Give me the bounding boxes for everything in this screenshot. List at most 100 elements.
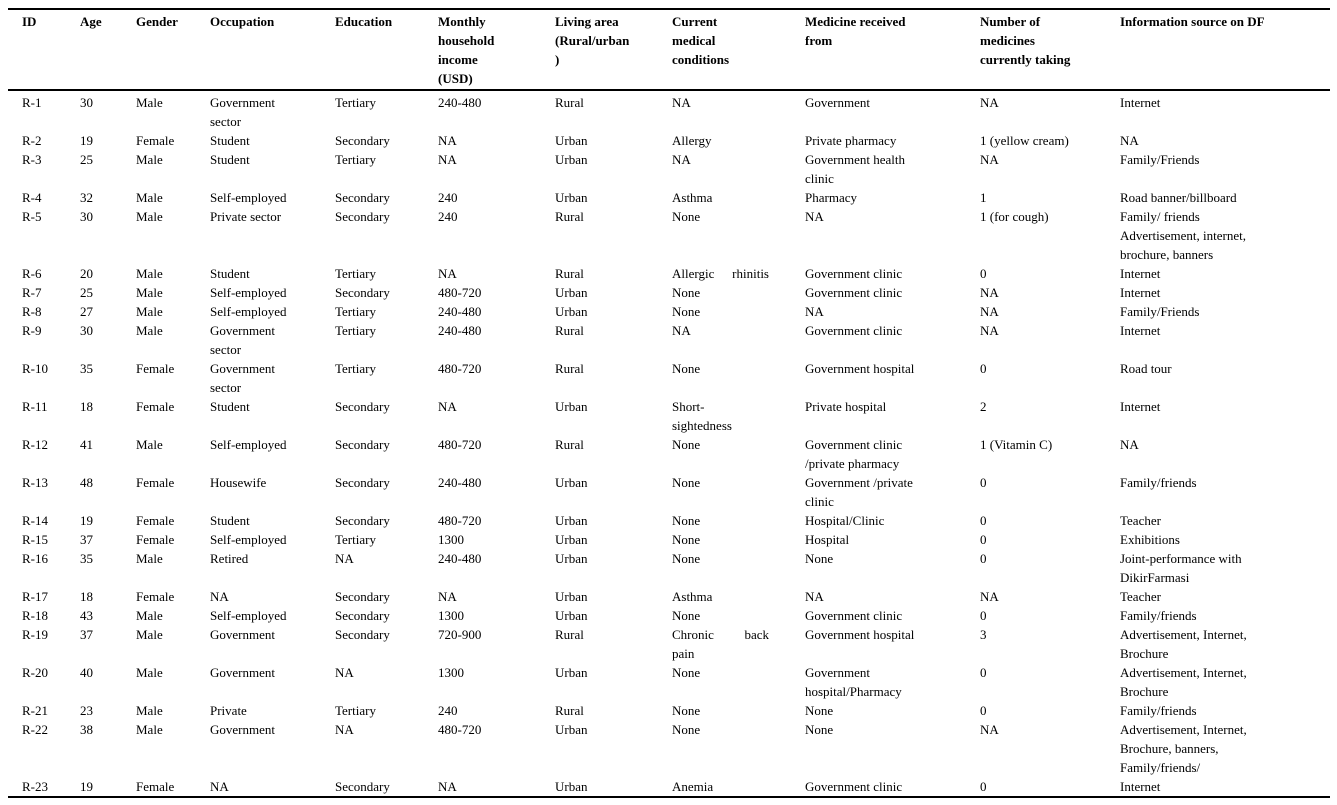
cell-conditions: None bbox=[672, 608, 701, 623]
table-body: R-1 3 0 Male Government sector Tertiary 240-48… bbox=[8, 90, 1330, 797]
cell-age: 40 bbox=[80, 665, 93, 680]
cell-income: 720-900 bbox=[438, 627, 482, 642]
cell-age: 19 bbox=[80, 133, 93, 148]
cell-age: 27 bbox=[80, 304, 93, 319]
cell-gender: Male bbox=[136, 722, 163, 737]
cell-num_medicines: 0 bbox=[980, 665, 987, 680]
cell-id: R-10 bbox=[22, 361, 48, 376]
cell-conditions: None bbox=[672, 285, 701, 300]
cell-age: 41 bbox=[80, 437, 93, 452]
cell-gender: Female bbox=[136, 475, 175, 490]
cell-occupation: Private sector bbox=[210, 209, 282, 224]
cell-num_medicines: 1 (Vitamin C) bbox=[980, 437, 1053, 452]
cell-age: 25 bbox=[80, 285, 93, 300]
table-row: R-8 27 Male Self-employed Tertiary 240-480 Urb… bbox=[8, 302, 1330, 321]
cell-age: 35 bbox=[80, 551, 93, 566]
header-occupation: Occupation bbox=[210, 14, 275, 29]
cell-income: 240-480 bbox=[438, 95, 482, 110]
cell-age: 23 bbox=[80, 703, 93, 718]
cell-gender: Male bbox=[136, 323, 163, 338]
cell-info_source: NA bbox=[1120, 133, 1139, 148]
cell-medicine_from: Government clinic bbox=[805, 266, 903, 281]
cell-medicine_from: Government hospital/Pharmacy bbox=[805, 665, 902, 699]
cell-gender: Female bbox=[136, 589, 175, 604]
cell-income: 240 bbox=[438, 209, 458, 224]
cell-gender: Male bbox=[136, 304, 163, 319]
cell-occupation: Student bbox=[210, 266, 250, 281]
cell-income: 1300 bbox=[438, 608, 464, 623]
cell-age: 37 bbox=[80, 627, 93, 642]
cell-conditions: NA bbox=[672, 152, 691, 167]
table-header: ID Age Gender Occupation Education Month… bbox=[8, 9, 1330, 90]
cell-medicine_from: Hospital bbox=[805, 532, 850, 547]
table-row: R-11 18 Female Student Secondary NA Urban Short… bbox=[8, 397, 1330, 435]
cell-medicine_from: NA bbox=[805, 589, 824, 604]
cell-income: 1300 bbox=[438, 665, 464, 680]
cell-num_medicines: 0 bbox=[980, 608, 987, 623]
table-row: R-6 20 Male Student Tertiary NA Rural Allergic … bbox=[8, 264, 1330, 283]
cell-area: Urban bbox=[555, 285, 588, 300]
cell-info_source: NA bbox=[1120, 437, 1139, 452]
cell-education: Tertiary bbox=[335, 152, 376, 167]
cell-gender: Male bbox=[136, 437, 163, 452]
cell-id: R-3 bbox=[22, 152, 42, 167]
cell-education: Secondary bbox=[335, 399, 390, 414]
cell-id: R-8 bbox=[22, 304, 42, 319]
cell-info_source: Family/Friends bbox=[1120, 304, 1200, 319]
cell-id: R-15 bbox=[22, 532, 48, 547]
cell-area: Rural bbox=[555, 95, 584, 110]
cell-area: Rural bbox=[555, 209, 584, 224]
header-id: ID bbox=[22, 14, 37, 29]
cell-num_medicines: NA bbox=[980, 323, 999, 338]
cell-num_medicines: NA bbox=[980, 304, 999, 319]
header-age: Age bbox=[80, 14, 102, 29]
cell-num_medicines: 1 (for cough) bbox=[980, 209, 1049, 224]
cell-num_medicines: NA bbox=[980, 95, 999, 110]
cell-medicine_from: Government health clinic bbox=[805, 152, 905, 186]
cell-id: R-22 bbox=[22, 722, 48, 737]
cell-occupation: Government bbox=[210, 627, 275, 642]
cell-age: 25 bbox=[80, 152, 93, 167]
cell-gender: Male bbox=[136, 95, 163, 110]
cell-conditions: None bbox=[672, 551, 701, 566]
table-row: R-2 19 Female Student Secondary NA Urban Allerg… bbox=[8, 131, 1330, 150]
cell-gender: Male bbox=[136, 608, 163, 623]
cell-income: 240-480 bbox=[438, 304, 482, 319]
cell-occupation: Student bbox=[210, 133, 250, 148]
cell-gender: Male bbox=[136, 627, 163, 642]
cell-area: Urban bbox=[555, 589, 588, 604]
cell-education: Secondary bbox=[335, 285, 390, 300]
cell-income: NA bbox=[438, 266, 457, 281]
cell-age: 35 bbox=[80, 361, 93, 376]
cell-area: Urban bbox=[555, 779, 588, 794]
cell-education: Tertiary bbox=[335, 304, 376, 319]
cell-education: Secondary bbox=[335, 437, 390, 452]
cell-num_medicines: NA bbox=[980, 152, 999, 167]
cell-area: Urban bbox=[555, 608, 588, 623]
table-row: R-18 43 Male Self-employed Secondary 1300 Urba… bbox=[8, 606, 1330, 625]
cell-area: Urban bbox=[555, 551, 588, 566]
cell-income: NA bbox=[438, 399, 457, 414]
cell-id: R-13 bbox=[22, 475, 48, 490]
cell-area: Urban bbox=[555, 532, 588, 547]
cell-medicine_from: Government clinic bbox=[805, 608, 903, 623]
cell-conditions: None bbox=[672, 703, 701, 718]
cell-medicine_from: Hospital/Clinic bbox=[805, 513, 885, 528]
cell-education: Secondary bbox=[335, 475, 390, 490]
table-row: R-23 19 Female NA Secondary NA Urban Anemia Gove… bbox=[8, 777, 1330, 797]
cell-info_source: Family/ friends Advertisement, internet,… bbox=[1120, 209, 1246, 262]
cell-id: R-9 bbox=[22, 323, 42, 338]
cell-info_source: Joint-performance with DikirFarmasi bbox=[1120, 551, 1242, 585]
cell-area: Urban bbox=[555, 152, 588, 167]
cell-occupation: Government sector bbox=[210, 323, 275, 357]
cell-id: R-4 bbox=[22, 190, 42, 205]
cell-info_source: Teacher bbox=[1120, 589, 1161, 604]
cell-gender: Female bbox=[136, 532, 175, 547]
cell-conditions: None bbox=[672, 209, 701, 224]
cell-age: 38 bbox=[80, 722, 93, 737]
cell-age: 32 bbox=[80, 190, 93, 205]
table-row: R-14 19 Female Student Secondary 480-720 Urban… bbox=[8, 511, 1330, 530]
cell-num_medicines: 2 bbox=[980, 399, 987, 414]
cell-area: Urban bbox=[555, 133, 588, 148]
cell-medicine_from: Government hospital bbox=[805, 361, 915, 376]
